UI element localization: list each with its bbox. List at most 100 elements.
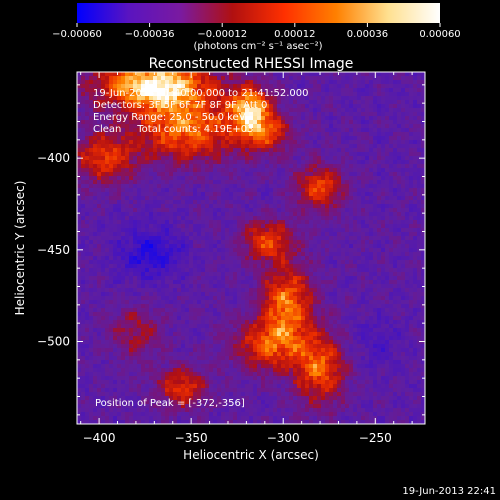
heatmap-cell [341, 80, 346, 85]
heatmap-cell [233, 136, 238, 141]
heatmap-cell [213, 232, 218, 237]
heatmap-cell [125, 108, 130, 113]
heatmap-cell [189, 256, 194, 261]
heatmap-cell [169, 192, 174, 197]
heatmap-cell [353, 92, 358, 97]
heatmap-cell [77, 208, 82, 213]
heatmap-cell [277, 164, 282, 169]
heatmap-cell [309, 96, 314, 101]
heatmap-cell [261, 100, 266, 105]
heatmap-cell [149, 116, 154, 121]
heatmap-cell [273, 124, 278, 129]
heatmap-cell [377, 212, 382, 217]
heatmap-cell [253, 212, 258, 217]
heatmap-cell [201, 112, 206, 117]
heatmap-cell [233, 164, 238, 169]
heatmap-cell [181, 264, 186, 269]
heatmap-cell [97, 112, 102, 117]
heatmap-cell [145, 168, 150, 173]
heatmap-cell [257, 236, 262, 241]
heatmap-cell [301, 252, 306, 257]
heatmap-cell [97, 252, 102, 257]
heatmap-cell [89, 220, 94, 225]
heatmap-cell [117, 268, 122, 273]
heatmap-cell [169, 200, 174, 205]
heatmap-cell [213, 76, 218, 81]
heatmap-cell [129, 256, 134, 261]
heatmap-cell [373, 172, 378, 177]
heatmap-cell [285, 212, 290, 217]
heatmap-cell [325, 200, 330, 205]
heatmap-cell [237, 268, 242, 273]
heatmap-cell [265, 232, 270, 237]
heatmap-cell [137, 120, 142, 125]
heatmap-cell [281, 128, 286, 133]
heatmap-cell [357, 188, 362, 193]
heatmap-cell [81, 212, 86, 217]
heatmap-cell [125, 124, 130, 129]
heatmap-cell [365, 148, 370, 153]
heatmap-cell [405, 228, 410, 233]
heatmap-cell [289, 276, 294, 281]
heatmap-cell [313, 96, 318, 101]
heatmap-cell [253, 244, 258, 249]
heatmap-cell [305, 120, 310, 125]
heatmap-cell [389, 288, 394, 293]
heatmap-cell [309, 72, 314, 77]
heatmap-cell [193, 248, 198, 253]
heatmap-cell [85, 212, 90, 217]
heatmap-cell [137, 280, 142, 285]
heatmap-cell [81, 92, 86, 97]
heatmap-cell [149, 288, 154, 293]
heatmap-cell [357, 272, 362, 277]
heatmap-cell [345, 128, 350, 133]
heatmap-cell [325, 248, 330, 253]
heatmap-cell [257, 168, 262, 173]
heatmap-cell [389, 284, 394, 289]
heatmap-cell [357, 88, 362, 93]
heatmap-cell [413, 220, 418, 225]
heatmap-cell [393, 244, 398, 249]
heatmap-cell [409, 140, 414, 145]
heatmap-cell [113, 200, 118, 205]
heatmap-cell [113, 168, 118, 173]
heatmap-cell [161, 72, 166, 77]
heatmap-cell [97, 268, 102, 273]
heatmap-cell [417, 212, 422, 217]
heatmap-cell [217, 124, 222, 129]
heatmap-cell [93, 216, 98, 221]
heatmap-cell [373, 280, 378, 285]
heatmap-cell [373, 180, 378, 185]
heatmap-cell [357, 224, 362, 229]
heatmap-cell [241, 208, 246, 213]
heatmap-cell [269, 276, 274, 281]
heatmap-cell [137, 124, 142, 129]
heatmap-cell [277, 256, 282, 261]
heatmap-cell [277, 172, 282, 177]
heatmap-cell [201, 264, 206, 269]
heatmap-cell [113, 108, 118, 113]
heatmap-cell [349, 144, 354, 149]
heatmap-cell [293, 160, 298, 165]
heatmap-cell [209, 240, 214, 245]
heatmap-cell [389, 244, 394, 249]
heatmap-cell [373, 100, 378, 105]
heatmap-cell [393, 132, 398, 137]
heatmap-cell [281, 92, 286, 97]
heatmap-cell [297, 252, 302, 257]
heatmap-cell [369, 224, 374, 229]
heatmap-cell [301, 208, 306, 213]
heatmap-cell [409, 272, 414, 277]
heatmap-cell [125, 280, 130, 285]
heatmap-cell [197, 128, 202, 133]
heatmap-cell [253, 108, 258, 113]
heatmap-cell [357, 240, 362, 245]
heatmap-cell [277, 220, 282, 225]
heatmap-cell [133, 288, 138, 293]
heatmap-cell [405, 168, 410, 173]
heatmap-cell [213, 152, 218, 157]
heatmap-cell [229, 80, 234, 85]
heatmap-cell [125, 116, 130, 121]
heatmap-cell [89, 136, 94, 141]
heatmap-cell [81, 124, 86, 129]
